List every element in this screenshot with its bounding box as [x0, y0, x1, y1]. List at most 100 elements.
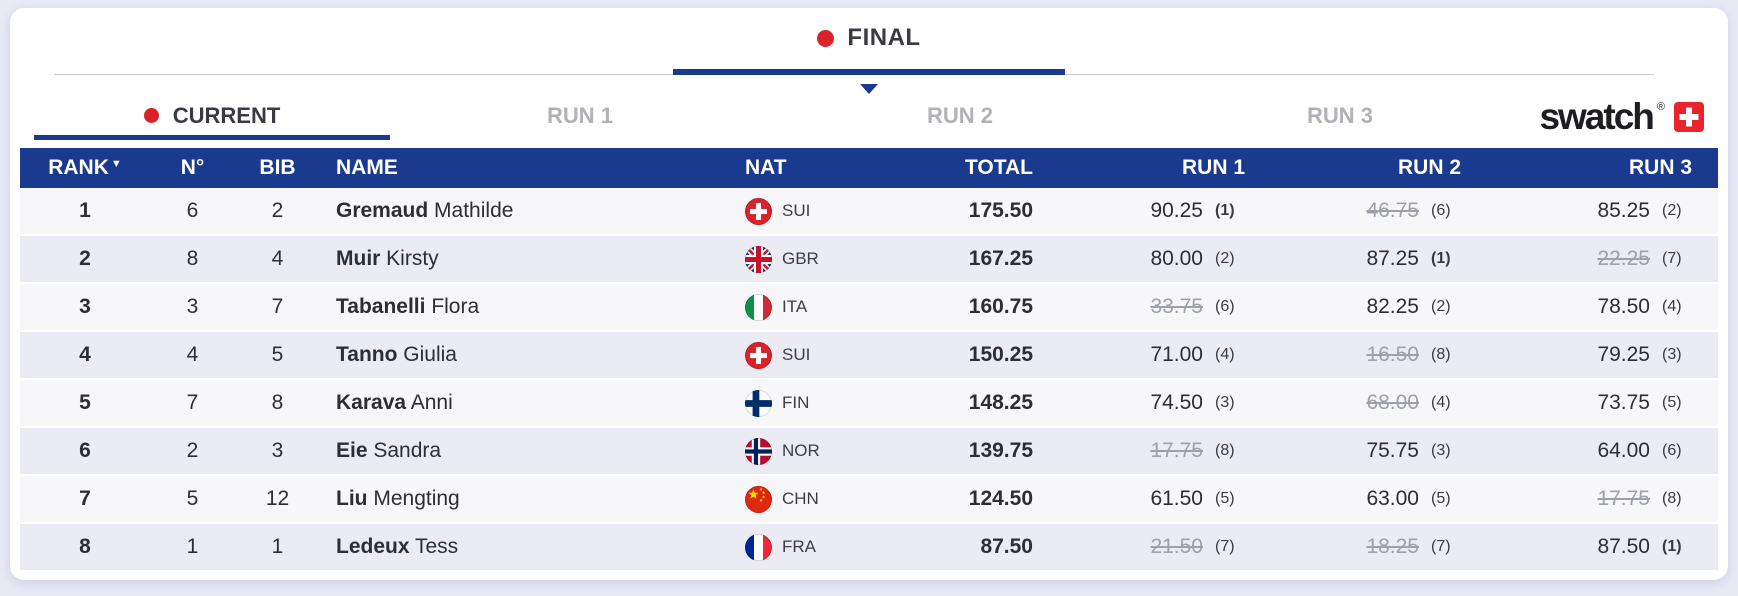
- run-score: 17.75: [1150, 439, 1203, 462]
- run-score: 75.75: [1366, 439, 1419, 462]
- flag-sui-icon: [745, 341, 772, 369]
- run3-score-cell: 78.50 (4): [1487, 295, 1718, 319]
- nationality-cell: FIN: [705, 389, 925, 417]
- run-rank: (6): [1431, 202, 1451, 219]
- run-score: 18.25: [1366, 535, 1419, 558]
- run-rank: (6): [1662, 442, 1682, 459]
- athlete-name: Muir Kirsty: [336, 247, 439, 270]
- run-score: 87.25: [1366, 247, 1419, 270]
- run3-score-cell: 85.25 (2): [1487, 199, 1718, 223]
- athlete-name: Liu Mengting: [336, 487, 460, 510]
- nationality-cell: FRA: [705, 533, 925, 561]
- nationality-cell: CHN: [705, 485, 925, 513]
- athlete-name: Gremaud Mathilde: [336, 199, 514, 222]
- bib-cell: 12: [265, 487, 290, 510]
- run1-score-cell: 33.75 (6): [1055, 295, 1271, 319]
- bib-cell: 5: [271, 343, 284, 366]
- nat-code: FIN: [782, 393, 810, 412]
- column-header-number[interactable]: N°: [180, 156, 205, 179]
- flag-fin-icon: [745, 389, 772, 417]
- bib-cell: 1: [271, 535, 284, 558]
- run-score: 17.75: [1597, 487, 1650, 510]
- run3-score-cell: 79.25 (3): [1487, 343, 1718, 367]
- column-header-bib[interactable]: BIB: [259, 156, 296, 179]
- athlete-name: Ledeux Tess: [336, 535, 459, 558]
- column-header-total[interactable]: TOTAL: [964, 156, 1033, 179]
- run-score: 63.00: [1366, 487, 1419, 510]
- flag-gbr-icon: [745, 245, 772, 273]
- total-score: 160.75: [968, 295, 1033, 318]
- run2-score-cell: 18.25 (7): [1271, 535, 1487, 559]
- flag-fra-icon: [745, 533, 772, 561]
- run-rank: (3): [1662, 346, 1682, 363]
- total-score: 124.50: [968, 487, 1033, 510]
- rank-cell: 7: [79, 487, 91, 510]
- run1-score-cell: 61.50 (5): [1055, 487, 1271, 511]
- column-header-name[interactable]: NAME: [336, 156, 398, 179]
- nat-code: CHN: [782, 489, 819, 508]
- number-cell: 7: [186, 391, 199, 414]
- total-score: 150.25: [968, 343, 1033, 366]
- bib-cell: 8: [271, 391, 284, 414]
- nationality-cell: SUI: [705, 197, 925, 225]
- run2-score-cell: 68.00 (4): [1271, 391, 1487, 415]
- run-rank: (2): [1662, 202, 1682, 219]
- run-rank: (5): [1662, 394, 1682, 411]
- final-tab-underline: [673, 69, 1065, 75]
- run-rank: (3): [1215, 394, 1235, 411]
- run1-score-cell: 17.75 (8): [1055, 439, 1271, 463]
- number-cell: 2: [186, 439, 199, 462]
- column-header-rank[interactable]: RANK ▼: [20, 156, 150, 180]
- swatch-logo: swatch ®: [1530, 96, 1704, 137]
- run-score: 74.50: [1150, 391, 1203, 414]
- total-score: 175.50: [968, 199, 1033, 222]
- column-header-run2[interactable]: RUN 2: [1397, 156, 1461, 179]
- tab-run-2[interactable]: RUN 2: [926, 103, 993, 128]
- nat-code: NOR: [782, 441, 820, 460]
- run-score: 33.75: [1150, 295, 1203, 318]
- swatch-wordmark: swatch: [1539, 96, 1654, 137]
- rank-cell: 2: [79, 247, 91, 270]
- tab-run-1[interactable]: RUN 1: [546, 103, 613, 128]
- rank-cell: 6: [79, 439, 91, 462]
- run1-score-cell: 71.00 (4): [1055, 343, 1271, 367]
- bib-cell: 4: [271, 247, 284, 270]
- run-score: 46.75: [1366, 199, 1419, 222]
- athlete-name: Tanno Giulia: [336, 343, 457, 366]
- live-dot-icon: [143, 108, 159, 123]
- rank-header-label: RANK: [48, 156, 109, 179]
- run-rank: (1): [1431, 250, 1451, 267]
- result-row: 2 8 4 Muir Kirsty GBR 167.25 80.00 (2): [20, 236, 1718, 284]
- column-header-run1[interactable]: RUN 1: [1181, 156, 1245, 179]
- column-header-run3[interactable]: RUN 3: [1628, 156, 1692, 179]
- nationality-cell: NOR: [705, 437, 925, 465]
- number-cell: 5: [186, 487, 199, 510]
- run-score: 61.50: [1150, 487, 1203, 510]
- run-rank: (8): [1431, 346, 1451, 363]
- run2-score-cell: 82.25 (2): [1271, 295, 1487, 319]
- run-score: 68.00: [1366, 391, 1419, 414]
- column-header-nat[interactable]: NAT: [745, 156, 787, 179]
- results-table: RANK ▼ N° BIB NAME NAT TOTAL RUN 1 RUN 2 …: [20, 148, 1718, 572]
- tab-current-label: CURRENT: [172, 102, 281, 128]
- tab-current[interactable]: CURRENT: [34, 92, 390, 140]
- run-score: 78.50: [1597, 295, 1650, 318]
- nat-code: SUI: [782, 201, 811, 220]
- rank-cell: 5: [79, 391, 91, 414]
- tab-final[interactable]: FINAL: [10, 24, 1728, 52]
- athlete-name: Eie Sandra: [336, 439, 442, 462]
- tab-run-3[interactable]: RUN 3: [1306, 103, 1373, 128]
- run3-score-cell: 73.75 (5): [1487, 391, 1718, 415]
- run3-score-cell: 17.75 (8): [1487, 487, 1718, 511]
- run-score: 64.00: [1597, 439, 1650, 462]
- result-row: 6 2 3 Eie Sandra NOR 139.75 17.75 (8): [20, 428, 1718, 476]
- total-score: 167.25: [968, 247, 1033, 270]
- nationality-cell: GBR: [705, 245, 925, 273]
- flag-sui-icon: [745, 197, 772, 225]
- bib-cell: 7: [271, 295, 284, 318]
- live-dot-icon: [817, 29, 835, 47]
- run1-score-cell: 90.25 (1): [1055, 199, 1271, 223]
- final-tab-label: FINAL: [847, 24, 921, 51]
- run-tabs: CURRENT RUN 1 RUN 2 RUN 3 swatch ®: [34, 92, 1704, 140]
- number-cell: 4: [186, 343, 199, 366]
